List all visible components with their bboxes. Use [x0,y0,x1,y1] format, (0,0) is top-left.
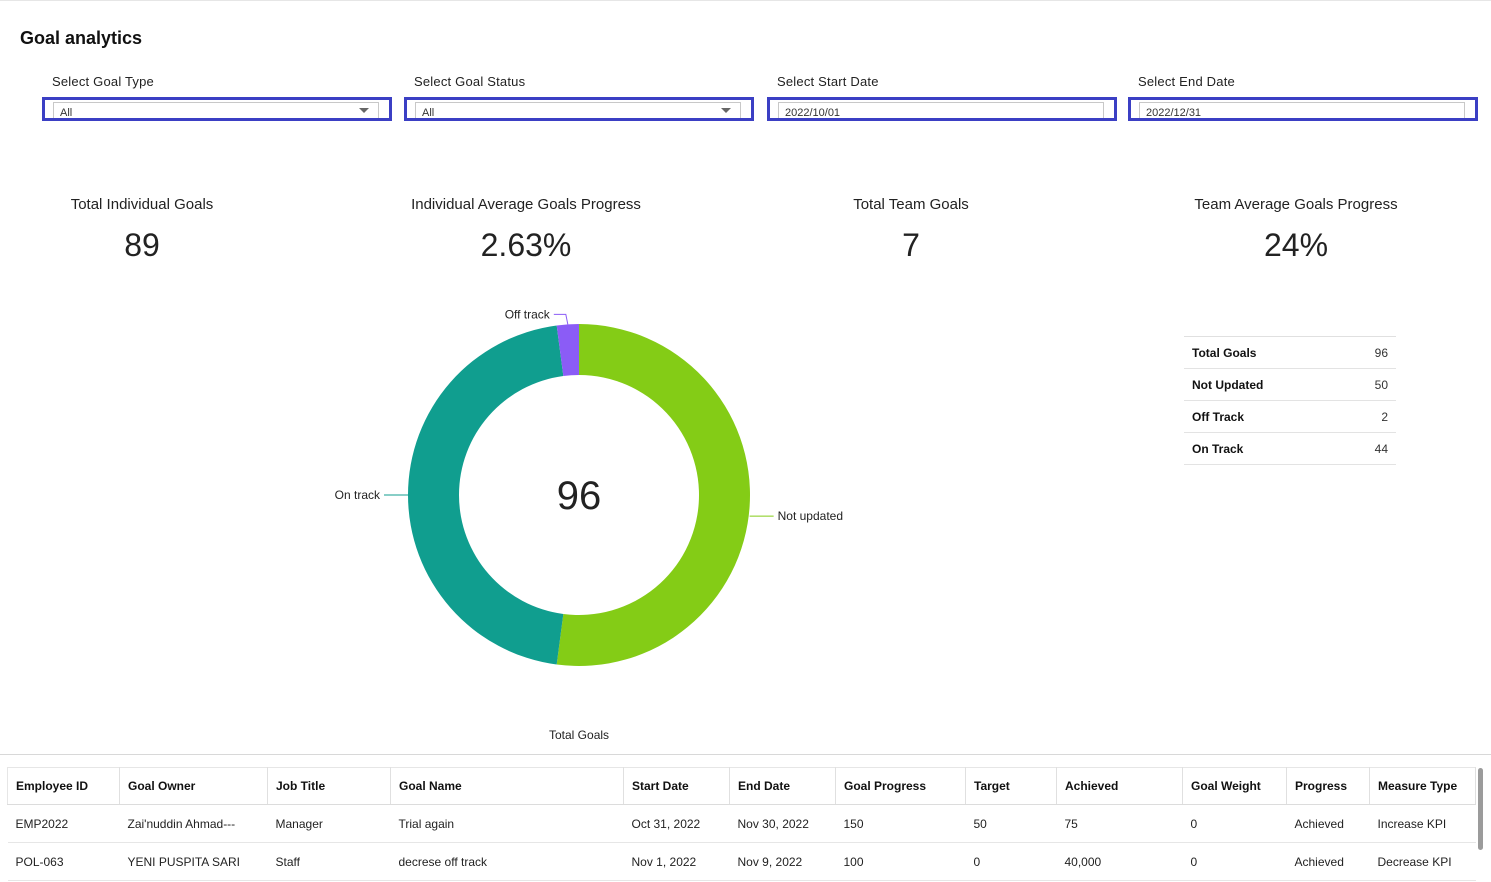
kpi-label: Total Individual Goals [70,196,214,213]
column-header[interactable]: Progress [1286,767,1370,805]
table-cell: EMP2022 [7,804,120,843]
kpi-value: 24% [1263,227,1329,263]
kpi-individual-average-progress: Individual Average Goals Progress 2.63% [376,196,676,264]
summary-row: Off Track 2 [1184,401,1396,433]
goal-type-value: All [53,102,379,119]
table-cell: Staff [267,842,391,881]
column-header[interactable]: End Date [729,767,836,805]
column-header[interactable]: Measure Type [1369,767,1476,805]
summary-value: 96 [1374,345,1388,360]
top-border [0,0,1491,1]
kpi-label: Team Average Goals Progress [1194,196,1398,213]
table-cell: POL-063 [7,842,120,881]
chevron-down-icon [721,108,731,113]
slice-label: On track [335,488,381,502]
summary-label: Total Goals [1192,345,1257,360]
table-cell: Zai'nuddin Ahmad--- [119,804,268,843]
table-cell: Increase KPI [1369,804,1476,843]
kpi-value: 2.63% [480,227,572,263]
page-title: Goal analytics [20,28,143,48]
donut-center-total: 96 [557,474,602,518]
kpi-value: 89 [124,227,160,263]
goal-status-value: All [415,102,741,119]
table-cell: Nov 1, 2022 [623,842,730,881]
goal-type-select[interactable]: All [42,97,392,121]
column-header[interactable]: Goal Name [390,767,624,805]
summary-value: 50 [1374,377,1388,392]
chart-caption: Total Goals [549,728,610,742]
table-cell: Nov 30, 2022 [729,804,836,843]
donut-slice-off-track[interactable] [556,324,579,377]
table-cell: Achieved [1286,804,1370,843]
table-cell: Manager [267,804,391,843]
column-header[interactable]: Job Title [267,767,391,805]
column-header[interactable]: Goal Progress [835,767,966,805]
column-header[interactable]: Employee ID [7,767,120,805]
goals-table: Employee ID Goal Owner Job Title Goal Na… [7,767,1476,881]
end-date-input[interactable]: 2022/12/31 [1128,97,1478,121]
goals-summary-table: Total Goals 96 Not Updated 50 Off Track … [1184,336,1396,465]
end-date-value: 2022/12/31 [1139,102,1465,119]
goal-type-label: Select Goal Type [52,74,154,89]
goal-status-label: Select Goal Status [414,74,526,89]
table-cell: Decrease KPI [1369,842,1476,881]
table-cell: 0 [1182,804,1287,843]
table-header-row: Employee ID Goal Owner Job Title Goal Na… [7,767,1476,805]
goal-type-filter: Select Goal Type All [42,74,392,121]
table-cell: 150 [835,804,966,843]
summary-row: Not Updated 50 [1184,369,1396,401]
kpi-label: Individual Average Goals Progress [411,196,641,213]
kpi-label: Total Team Goals [853,196,969,213]
summary-label: Off Track [1192,409,1245,424]
table-cell: 75 [1056,804,1183,843]
table-cell: Trial again [390,804,624,843]
start-date-label: Select Start Date [777,74,879,89]
section-divider [0,754,1491,755]
summary-value: 2 [1381,409,1388,424]
start-date-value: 2022/10/01 [778,102,1104,119]
start-date-filter: Select Start Date 2022/10/01 [767,74,1117,121]
chevron-down-icon [359,108,369,113]
table-cell: Achieved [1286,842,1370,881]
kpi-team-average-progress: Team Average Goals Progress 24% [1146,196,1446,264]
table-scrollbar[interactable] [1478,768,1483,850]
summary-row: On Track 44 [1184,433,1396,465]
column-header[interactable]: Achieved [1056,767,1183,805]
table-cell: YENI PUSPITA SARI [119,842,268,881]
column-header[interactable]: Goal Owner [119,767,268,805]
start-date-input[interactable]: 2022/10/01 [767,97,1117,121]
table-row[interactable]: EMP2022 Zai'nuddin Ahmad--- Manager Tria… [7,804,1476,843]
donut-slice-not-updated[interactable] [556,324,750,666]
table-cell: 0 [1182,842,1287,881]
kpi-total-team-goals: Total Team Goals 7 [811,196,1011,264]
kpi-value: 7 [902,227,920,263]
table-cell: 0 [965,842,1057,881]
end-date-filter: Select End Date 2022/12/31 [1128,74,1478,121]
column-header[interactable]: Target [965,767,1057,805]
summary-row: Total Goals 96 [1184,337,1396,369]
end-date-label: Select End Date [1138,74,1235,89]
table-row[interactable]: POL-063 YENI PUSPITA SARI Staff decrese … [7,842,1476,881]
slice-leader-line [553,313,569,325]
table-cell: 50 [965,804,1057,843]
goal-status-filter: Select Goal Status All [404,74,754,121]
goal-status-select[interactable]: All [404,97,754,121]
table-cell: decrese off track [390,842,624,881]
slice-label: Off track [505,307,551,321]
table-cell: Oct 31, 2022 [623,804,730,843]
kpi-total-individual-goals: Total Individual Goals 89 [42,196,242,264]
column-header[interactable]: Start Date [623,767,730,805]
donut-svg: Not updated On track Off track 96 [335,307,843,666]
donut-slice-on-track[interactable] [407,325,564,665]
table-cell: 100 [835,842,966,881]
goals-donut-chart: Not updated On track Off track 96 [300,290,900,750]
summary-value: 44 [1374,441,1388,456]
summary-label: Not Updated [1192,377,1264,392]
column-header[interactable]: Goal Weight [1182,767,1287,805]
table-cell: Nov 9, 2022 [729,842,836,881]
table-cell: 40,000 [1056,842,1183,881]
summary-label: On Track [1192,441,1244,456]
slice-label: Not updated [778,509,843,523]
